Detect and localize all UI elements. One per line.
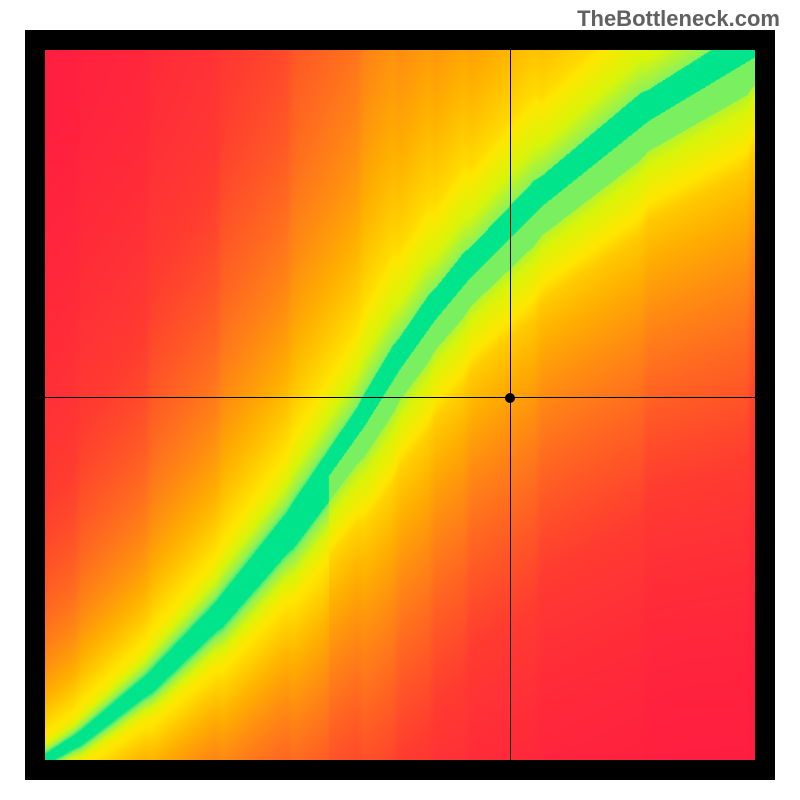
crosshair-vertical bbox=[510, 50, 511, 760]
chart-container: TheBottleneck.com bbox=[0, 0, 800, 800]
chart-frame bbox=[25, 30, 775, 780]
marker-dot bbox=[505, 393, 515, 403]
crosshair-horizontal bbox=[45, 397, 755, 398]
watermark-text: TheBottleneck.com bbox=[577, 6, 780, 32]
heatmap-canvas bbox=[45, 50, 755, 760]
plot-area bbox=[45, 50, 755, 760]
